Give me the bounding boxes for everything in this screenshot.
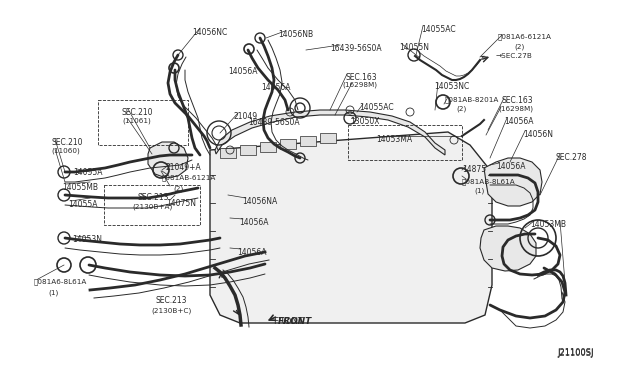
Text: 14053MB: 14053MB [530, 220, 566, 229]
Polygon shape [280, 139, 296, 149]
Text: 14056NB: 14056NB [278, 30, 313, 39]
Text: 14056N: 14056N [523, 130, 553, 139]
Text: (11061): (11061) [122, 118, 151, 125]
Text: (2): (2) [514, 43, 524, 49]
Polygon shape [320, 133, 336, 143]
Text: 14055A: 14055A [68, 200, 97, 209]
Text: Ⓑ081AB-8201A: Ⓑ081AB-8201A [445, 96, 499, 103]
Text: 14875: 14875 [462, 165, 486, 174]
Text: 21049+A: 21049+A [166, 163, 202, 172]
Text: 14053MA: 14053MA [376, 135, 412, 144]
Text: (1): (1) [474, 188, 484, 195]
Text: 14053N: 14053N [72, 235, 102, 244]
Text: 14056A: 14056A [237, 248, 266, 257]
Text: 16439-56S0A: 16439-56S0A [248, 118, 300, 127]
Text: SEC.213: SEC.213 [156, 296, 188, 305]
Text: 14055A: 14055A [73, 168, 102, 177]
Text: 14056NC: 14056NC [192, 28, 227, 37]
Text: SEC.210: SEC.210 [51, 138, 83, 147]
Text: SEC.163: SEC.163 [345, 73, 376, 82]
Polygon shape [240, 145, 256, 155]
Polygon shape [220, 148, 236, 158]
Polygon shape [480, 226, 536, 271]
Text: (2): (2) [456, 106, 467, 112]
Polygon shape [210, 132, 492, 323]
Text: FRONT: FRONT [278, 317, 312, 326]
Text: J21100SJ: J21100SJ [557, 349, 593, 358]
Text: 14055AC: 14055AC [421, 25, 456, 34]
Text: (1): (1) [48, 289, 58, 295]
Text: 16439-56S0A: 16439-56S0A [330, 44, 381, 53]
Text: (2130B+A): (2130B+A) [132, 203, 172, 209]
Text: Ⓑ081A6-8L61A: Ⓑ081A6-8L61A [34, 278, 88, 285]
Polygon shape [300, 136, 316, 146]
Text: 14056A: 14056A [228, 67, 257, 76]
Text: Ⓑ081AB-6121A: Ⓑ081AB-6121A [162, 174, 216, 181]
Text: Ⓑ081AB-8L61A: Ⓑ081AB-8L61A [462, 178, 516, 185]
Polygon shape [148, 142, 188, 178]
Text: (16298M): (16298M) [342, 82, 377, 89]
Text: SEC.163: SEC.163 [501, 96, 532, 105]
Text: 14056NA: 14056NA [242, 197, 277, 206]
Text: FRONT: FRONT [273, 317, 303, 326]
Text: (16298M): (16298M) [498, 106, 533, 112]
Text: 14055N: 14055N [399, 43, 429, 52]
Text: →SEC.27B: →SEC.27B [496, 53, 533, 59]
Polygon shape [215, 110, 445, 155]
Text: 14056A: 14056A [496, 162, 525, 171]
Text: SEC.278: SEC.278 [556, 153, 588, 162]
Text: (11060): (11060) [51, 148, 80, 154]
Text: 14053NC: 14053NC [434, 82, 469, 91]
Text: 14055AC: 14055AC [359, 103, 394, 112]
Text: J21100SJ: J21100SJ [557, 348, 593, 357]
Text: SEC.213: SEC.213 [137, 193, 168, 202]
Text: (2): (2) [173, 185, 183, 192]
Text: 14075N: 14075N [166, 199, 196, 208]
Text: Ⓑ081A6-6121A: Ⓑ081A6-6121A [498, 33, 552, 39]
Text: 13050X: 13050X [350, 117, 380, 126]
Text: 21049: 21049 [234, 112, 258, 121]
Polygon shape [260, 142, 276, 152]
Polygon shape [484, 158, 542, 206]
Text: SEC.210: SEC.210 [122, 108, 154, 117]
Text: 14056A: 14056A [504, 117, 534, 126]
Text: 14056A: 14056A [261, 83, 291, 92]
Text: 14056A: 14056A [239, 218, 269, 227]
Text: 14055MB: 14055MB [62, 183, 98, 192]
Text: (2130B+C): (2130B+C) [151, 307, 191, 314]
